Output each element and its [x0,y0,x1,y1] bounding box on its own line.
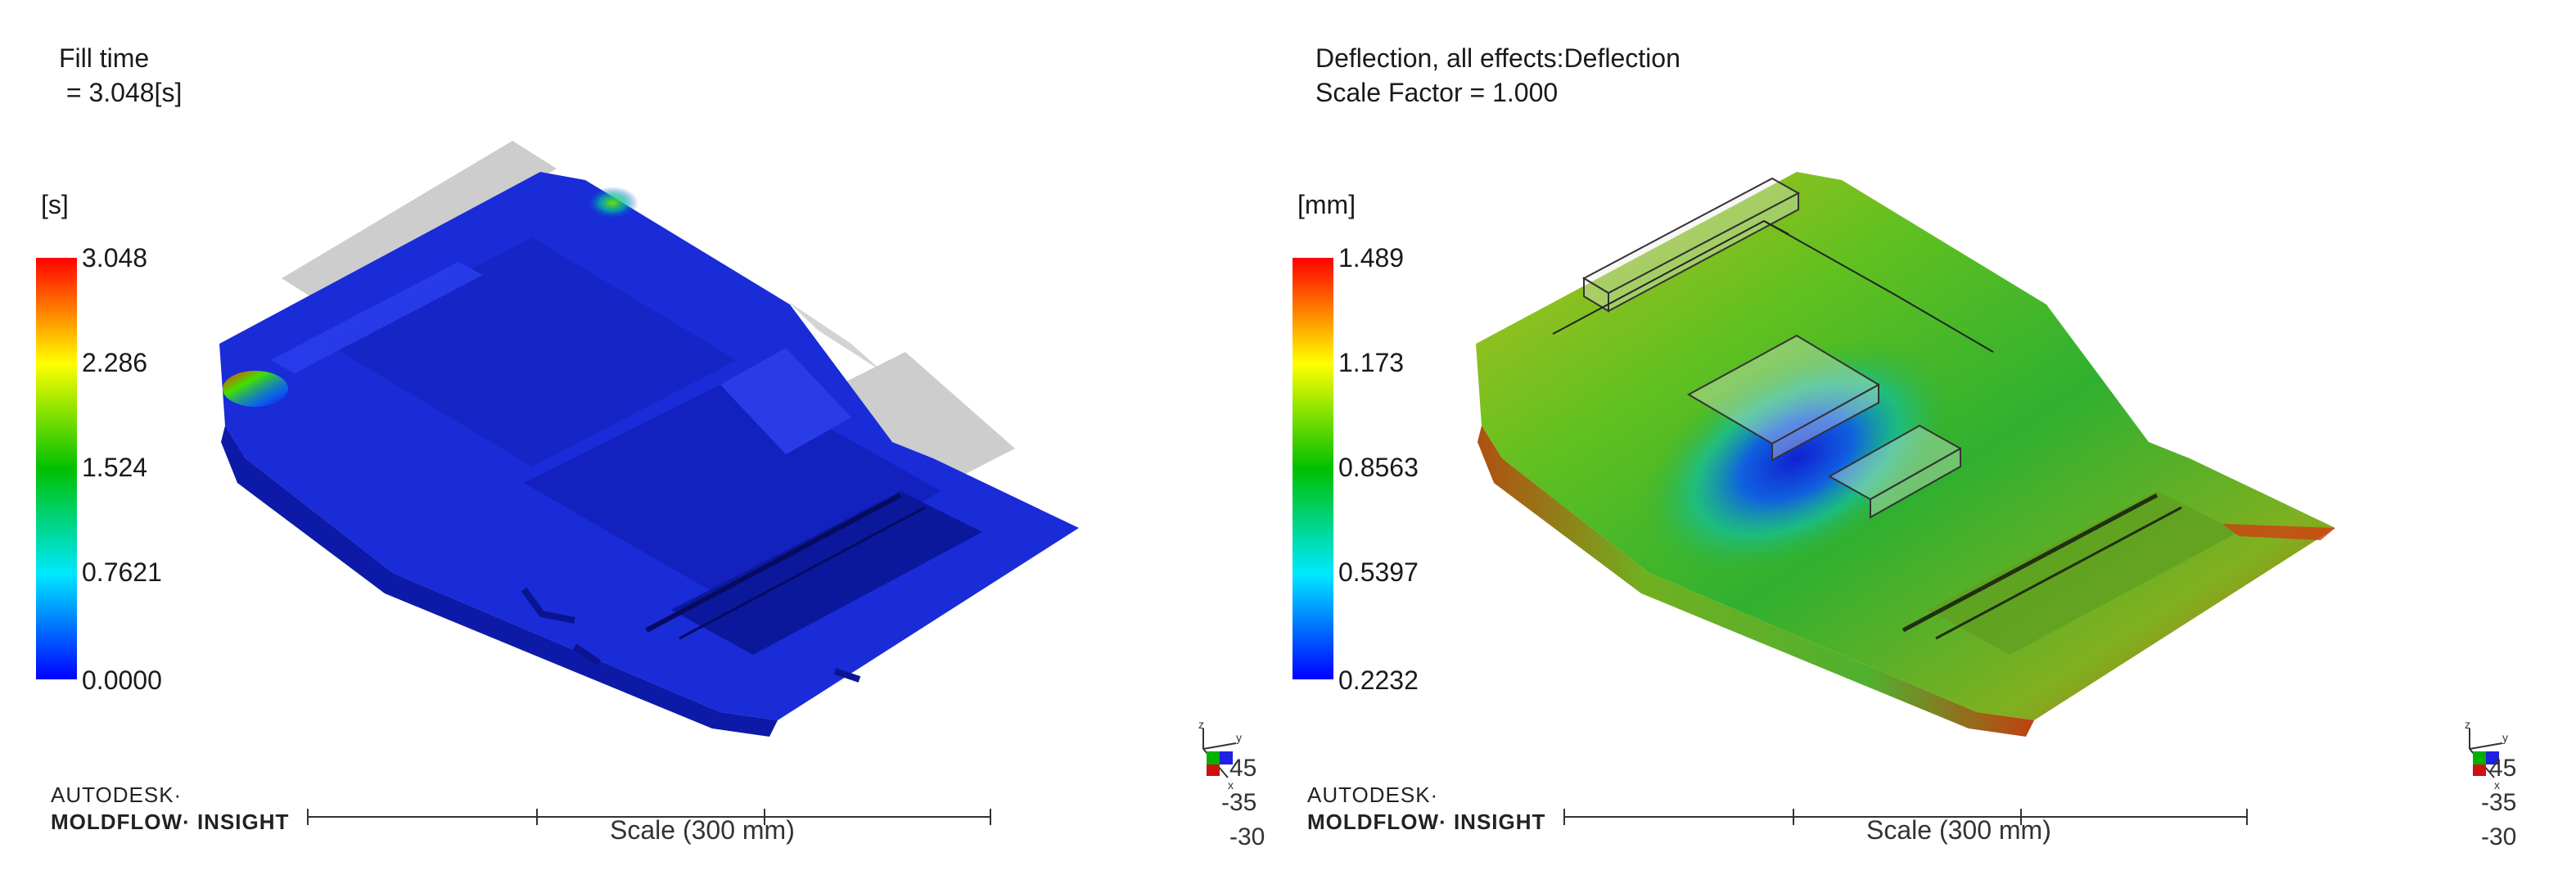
fill-time-tick-2: 1.524 [82,453,148,482]
deflection-tick-3: 0.5397 [1338,557,1419,587]
mold-plate [282,141,557,304]
part-ridge [720,348,851,454]
fill-time-tick-3: 0.7621 [82,557,162,587]
axis-x-label: x [1228,778,1234,792]
brand-line1: AUTODESK· [1307,783,1439,807]
deflection-colorbar [1293,258,1333,679]
axis-y-label: y [2502,731,2508,744]
brand-line2: MOLDFLOW· INSIGHT [51,810,290,834]
deflection-tick-0: 1.489 [1338,243,1405,273]
angle-2: -35 [2481,789,2517,816]
axis-z-label: z [2465,720,2470,731]
axis-y-label: y [1236,731,1242,744]
autodesk-logo: AUTODESK· MOLDFLOW· INSIGHT [1307,783,1545,835]
fill-time-part-model [219,141,1079,737]
fill-time-panel: Fill time = 3.048[s] [s] 3.048 2.286 1.5… [0,0,1265,893]
fill-hotspot [586,187,638,219]
deflection-title-line2: Scale Factor = 1.000 [1315,78,1559,107]
part-facet [671,491,982,655]
deflection-panel: Deflection, all effects:Deflection Scale… [1256,0,2517,893]
angle-3: -30 [1229,823,1265,850]
scale-bar [307,809,991,825]
part-ridge [270,262,483,373]
fill-time-unit: [s] [41,190,69,219]
angle-2: -35 [1221,789,1257,816]
angle-1: 45 [2489,755,2517,782]
part-facet [1928,491,2239,655]
orientation-triad: z y x 45 -35 -30 [1195,720,1293,868]
fill-hotspot [223,371,288,407]
autodesk-logo: AUTODESK· MOLDFLOW· INSIGHT [51,783,289,835]
brand-line1: AUTODESK· [51,783,183,807]
brand-line2: MOLDFLOW· INSIGHT [1307,810,1546,834]
fill-time-tick-0: 3.048 [82,243,148,273]
scale-bar [1563,809,2248,825]
angle-1: 45 [1229,755,1257,782]
deflection-title: Deflection, all effects:Deflection Scale… [1315,41,1680,110]
deflection-tick-4: 0.2232 [1338,665,1419,695]
axis-cube-icon: z y x [2465,720,2508,792]
deflection-part-model [1476,172,2335,737]
scale-label: Scale (300 mm) [610,815,795,845]
angle-3: -30 [2481,823,2517,850]
mold-plate [787,301,882,372]
fill-time-tick-1: 2.286 [82,348,148,377]
mold-plate-wireframe [1870,447,1961,519]
part-edge [2222,524,2335,540]
deflection-unit: [mm] [1297,190,1356,219]
scale-label: Scale (300 mm) [1866,815,2051,845]
fill-time-title: Fill time = 3.048[s] [59,41,182,110]
fill-time-title-line1: Fill time [59,43,150,73]
deflection-tick-labels: 1.489 1.173 0.8563 0.5397 0.2232 [1338,242,1502,697]
fill-time-tick-4: 0.0000 [82,665,162,695]
axis-cube-icon: z y x [1198,720,1242,792]
deflection-title-line1: Deflection, all effects:Deflection [1315,43,1680,73]
mold-plate-wireframe [1771,383,1879,462]
axis-x-label: x [2494,778,2500,792]
axis-z-label: z [1198,720,1204,731]
mold-plate [830,352,1015,486]
fill-time-title-line2: = 3.048[s] [59,78,183,107]
fill-time-colorbar [36,258,77,679]
deflection-low-region [1638,340,1956,577]
deflection-tick-2: 0.8563 [1338,453,1419,482]
deflection-tick-1: 1.173 [1338,348,1405,377]
fill-time-tick-labels: 3.048 2.286 1.524 0.7621 0.0000 [82,242,246,697]
orientation-triad: z y x 45 -35 -30 [2461,720,2560,868]
